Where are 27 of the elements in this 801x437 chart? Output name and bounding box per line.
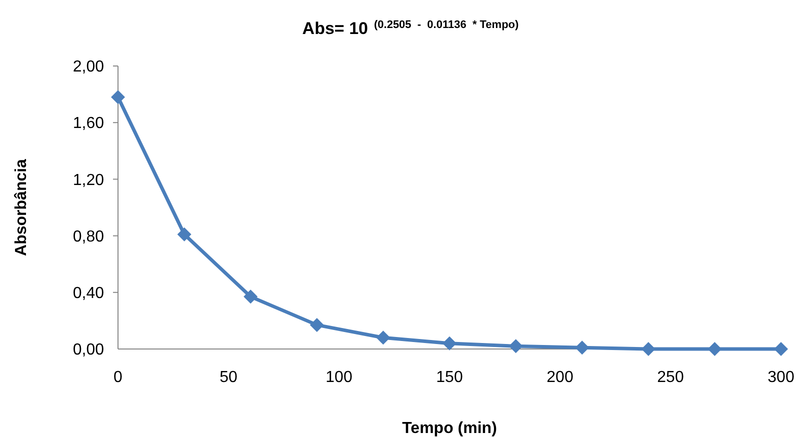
y-tick-label: 0,80 xyxy=(72,228,104,246)
point xyxy=(508,339,523,354)
x-tick-label: 50 xyxy=(220,369,238,386)
point xyxy=(376,330,390,345)
point xyxy=(111,90,125,104)
x-axis-title: Tempo (min) xyxy=(402,420,497,437)
point xyxy=(244,290,258,304)
x-tick-label: 300 xyxy=(768,369,794,386)
chart-title: Abs= 10$^{(0.2505 - 0.01136 * Tempo)}$ xyxy=(302,19,520,38)
point xyxy=(641,342,656,356)
x-tick-label: 150 xyxy=(436,369,463,386)
point xyxy=(774,342,788,356)
y-tick-label: 0,00 xyxy=(72,342,104,359)
y-tick-label: 1,60 xyxy=(72,115,104,132)
y-tick-label: 1,20 xyxy=(72,172,104,189)
point xyxy=(177,227,192,242)
point xyxy=(708,342,722,356)
y-axis-title: Absorbância xyxy=(13,158,30,256)
y-tick-label: 2,00 xyxy=(72,58,104,76)
x-tick-label: 0 xyxy=(114,369,123,386)
x-tick-label: 250 xyxy=(657,369,684,386)
point xyxy=(575,340,590,355)
x-tick-label: 100 xyxy=(326,369,352,386)
point xyxy=(442,336,456,350)
y-tick-label: 0,40 xyxy=(72,285,104,302)
point xyxy=(310,318,324,332)
x-tick-label: 200 xyxy=(546,369,574,386)
